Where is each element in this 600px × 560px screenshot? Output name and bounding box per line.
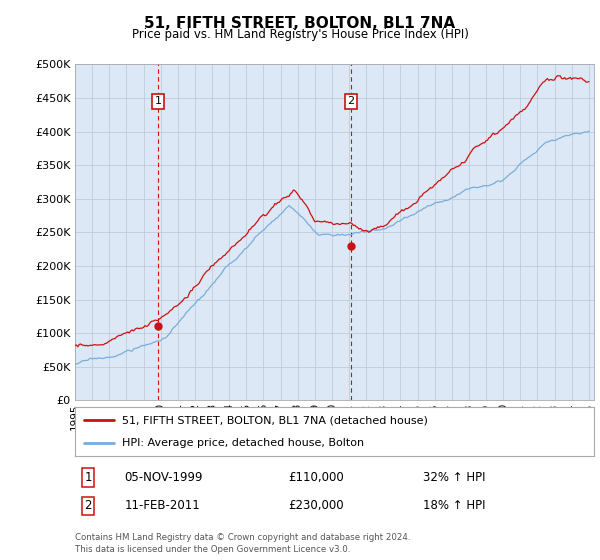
Text: HPI: Average price, detached house, Bolton: HPI: Average price, detached house, Bolt…	[122, 438, 364, 448]
Text: 1: 1	[84, 471, 92, 484]
Text: 1: 1	[155, 96, 161, 106]
Text: Price paid vs. HM Land Registry's House Price Index (HPI): Price paid vs. HM Land Registry's House …	[131, 28, 469, 41]
Text: Contains HM Land Registry data © Crown copyright and database right 2024.
This d: Contains HM Land Registry data © Crown c…	[75, 533, 410, 554]
Text: 2: 2	[84, 499, 92, 512]
Text: 51, FIFTH STREET, BOLTON, BL1 7NA (detached house): 51, FIFTH STREET, BOLTON, BL1 7NA (detac…	[122, 416, 428, 426]
Text: £110,000: £110,000	[288, 471, 344, 484]
Text: 11-FEB-2011: 11-FEB-2011	[124, 499, 200, 512]
Text: 2: 2	[347, 96, 355, 106]
Text: 05-NOV-1999: 05-NOV-1999	[124, 471, 203, 484]
Text: £230,000: £230,000	[288, 499, 343, 512]
Text: 32% ↑ HPI: 32% ↑ HPI	[423, 471, 485, 484]
Text: 18% ↑ HPI: 18% ↑ HPI	[423, 499, 485, 512]
Text: 51, FIFTH STREET, BOLTON, BL1 7NA: 51, FIFTH STREET, BOLTON, BL1 7NA	[145, 16, 455, 31]
